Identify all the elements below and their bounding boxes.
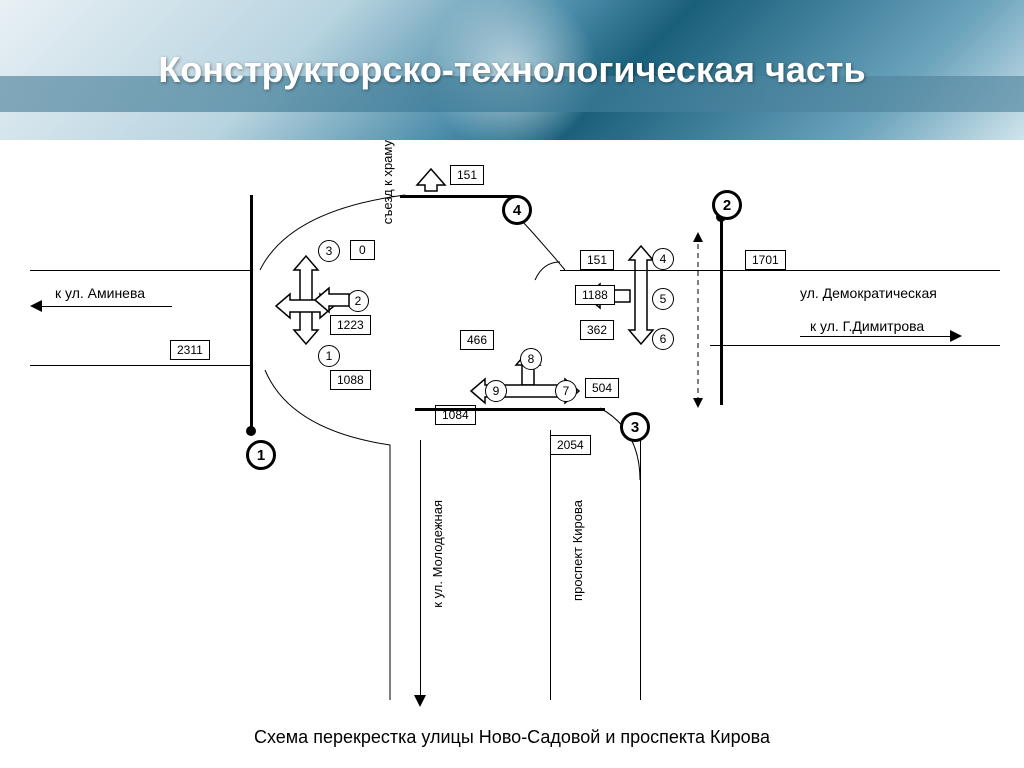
count-box: 151 <box>580 250 614 270</box>
count-box: 466 <box>460 330 494 350</box>
road-line <box>560 270 1000 271</box>
street-label-dimitrova: к ул. Г.Димитрова <box>810 318 924 334</box>
junction-node-2: 2 <box>712 190 742 220</box>
street-label-hram: съезд к храму <box>380 140 395 224</box>
count-box: 1701 <box>745 250 786 270</box>
count-box: 2311 <box>170 340 210 360</box>
flow-point-2: 2 <box>347 290 369 312</box>
road-line-thick <box>415 408 605 411</box>
flow-point-8: 8 <box>520 348 542 370</box>
street-label-molodezhnaya: к ул. Молодежная <box>430 500 445 608</box>
road-line <box>710 345 1000 346</box>
flow-point-7: 7 <box>555 380 577 402</box>
slide-header: Конструкторско-технологическая часть <box>0 0 1024 140</box>
flow-point-3: 3 <box>318 240 340 262</box>
slide-title: Конструкторско-технологическая часть <box>158 49 865 91</box>
road-line <box>550 430 551 700</box>
diagram-caption: Схема перекрестка улицы Ново-Садовой и п… <box>0 727 1024 748</box>
road-line-thick <box>250 195 253 430</box>
road-line <box>420 440 421 700</box>
line-end-dot <box>246 426 256 436</box>
street-label-demo: ул. Демократическая <box>800 285 937 301</box>
road-line-thick <box>720 215 723 405</box>
junction-node-1: 1 <box>246 440 276 470</box>
count-box: 504 <box>585 378 619 398</box>
flow-point-6: 6 <box>652 328 674 350</box>
flow-point-4: 4 <box>652 248 674 270</box>
arrow-shaft <box>42 306 172 307</box>
road-line <box>640 440 641 700</box>
road-line-thick <box>400 195 515 198</box>
flow-point-5: 5 <box>652 288 674 310</box>
road-line <box>30 365 250 366</box>
intersection-diagram: к ул. Аминева 2311 1 3 0 2 1223 1 1088 <box>0 140 1024 700</box>
count-box: 2054 <box>550 435 591 455</box>
arrow-right-icon <box>950 330 962 342</box>
road-line <box>30 270 250 271</box>
count-box: 151 <box>450 165 484 185</box>
count-box: 1188 <box>575 285 615 305</box>
junction-node-3: 3 <box>620 412 650 442</box>
count-box: 1088 <box>330 370 371 390</box>
arrow-down-icon <box>414 695 426 707</box>
count-box: 0 <box>350 240 375 260</box>
count-box: 362 <box>580 320 614 340</box>
arrow-left-icon <box>30 300 42 312</box>
street-label-kirova: проспект Кирова <box>570 500 585 601</box>
flow-point-9: 9 <box>485 380 507 402</box>
street-label-amineva: к ул. Аминева <box>55 285 145 301</box>
flow-point-1: 1 <box>318 345 340 367</box>
arrow-shaft <box>800 336 950 337</box>
count-box: 1223 <box>330 315 371 335</box>
junction-node-4: 4 <box>502 195 532 225</box>
